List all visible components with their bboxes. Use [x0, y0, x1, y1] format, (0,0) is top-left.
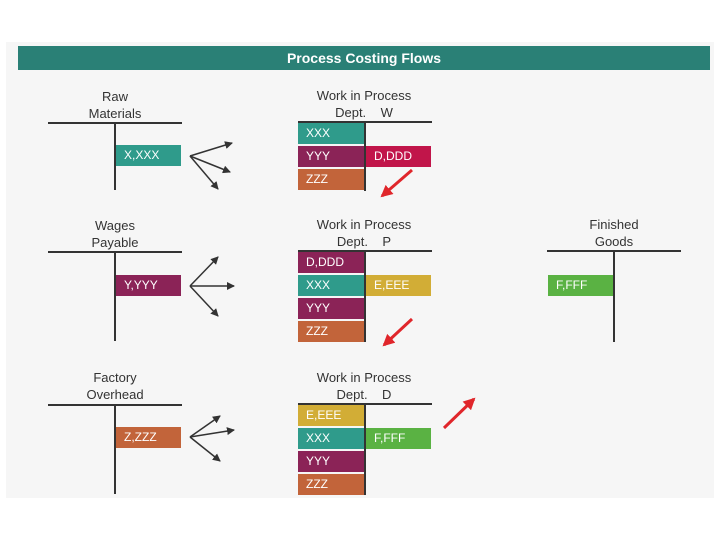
wip-w-title: Work in Process Dept. W — [294, 87, 434, 121]
diagram-title: Process Costing Flows — [18, 46, 710, 70]
wip-w-title-line2: Dept. W — [335, 105, 393, 120]
wip-w-credit-transfer: D,DDD — [366, 146, 431, 167]
wip-p-credit-transfer: E,EEE — [366, 275, 431, 296]
factory-overhead-t-stem — [114, 404, 116, 494]
wip-p-t-stem — [364, 250, 366, 342]
wip-w-debit-materials: XXX — [298, 123, 364, 144]
factory-overhead-title-line2: Overhead — [86, 387, 144, 402]
factory-overhead-title-line1: Factory — [93, 370, 137, 385]
factory-overhead-debit: Z,ZZZ — [116, 427, 181, 448]
wip-d-debit-materials: XXX — [298, 428, 364, 449]
wip-d-debit-labor: YYY — [298, 451, 364, 472]
raw-materials-title-line2: Materials — [88, 106, 142, 121]
wages-payable-title: Wages Payable — [45, 217, 185, 251]
wip-p-title-line1: Work in Process — [316, 217, 412, 232]
wip-d-debit-overhead: ZZZ — [298, 474, 364, 495]
raw-materials-debit: X,XXX — [116, 145, 181, 166]
finished-goods-t-stem — [613, 250, 615, 342]
factory-overhead-title: Factory Overhead — [45, 369, 185, 403]
wip-w-t-stem — [364, 121, 366, 191]
wages-payable-title-line2: Payable — [91, 235, 139, 250]
wip-d-title: Work in Process Dept. D — [294, 369, 434, 403]
finished-goods-title-line1: Finished — [589, 217, 639, 232]
transfer-p-to-d-arrow — [382, 317, 414, 347]
wip-d-t-stem — [364, 403, 366, 495]
wip-p-debit-transferred-in: D,DDD — [298, 252, 364, 273]
overhead-spread-arrows — [189, 415, 235, 462]
wip-p-debit-overhead: ZZZ — [298, 321, 364, 342]
raw-materials-title-line1: Raw — [101, 89, 128, 104]
raw-materials-t-stem — [114, 122, 116, 190]
wip-d-credit-transfer: F,FFF — [366, 428, 431, 449]
transfer-d-to-finished-goods-arrow — [442, 397, 476, 430]
finished-goods-title-line2: Goods — [594, 234, 634, 249]
transfer-w-to-p-arrow — [380, 168, 413, 198]
wip-p-title: Work in Process Dept. P — [294, 216, 434, 250]
wip-p-debit-labor: YYY — [298, 298, 364, 319]
wip-d-title-line1: Work in Process — [316, 370, 412, 385]
finished-goods-debit: F,FFF — [548, 275, 613, 296]
wages-spread-arrows — [189, 256, 235, 317]
wip-p-title-line2: Dept. P — [336, 234, 392, 249]
wip-d-title-line2: Dept. D — [336, 387, 392, 402]
wip-p-debit-materials: XXX — [298, 275, 364, 296]
wip-d-debit-transferred-in: E,EEE — [298, 405, 364, 426]
wip-w-debit-labor: YYY — [298, 146, 364, 167]
wages-payable-debit: Y,YYY — [116, 275, 181, 296]
wages-payable-t-stem — [114, 251, 116, 341]
raw-materials-title: Raw Materials — [45, 88, 185, 122]
raw-materials-spread-arrows — [189, 141, 233, 190]
finished-goods-title: Finished Goods — [544, 216, 684, 250]
wages-payable-title-line1: Wages — [95, 218, 135, 233]
wip-w-title-line1: Work in Process — [316, 88, 412, 103]
wip-w-debit-overhead: ZZZ — [298, 169, 364, 190]
